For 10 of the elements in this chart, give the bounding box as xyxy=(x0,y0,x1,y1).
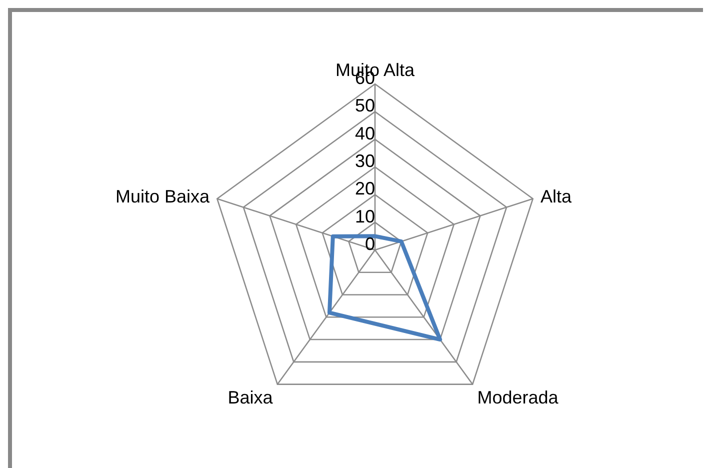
y-tick-label: 10 xyxy=(354,206,375,226)
y-tick-label: 40 xyxy=(354,123,375,144)
y-tick-label: 0 xyxy=(364,234,375,254)
y-tick-label: 30 xyxy=(354,151,375,171)
y-tick-label: 20 xyxy=(354,178,375,199)
y-tick-label: 50 xyxy=(354,96,375,116)
spoke-label: Muito Baixa xyxy=(115,186,210,207)
spoke-label: Moderada xyxy=(477,388,560,408)
spoke-label: Baixa xyxy=(228,388,274,408)
spoke-label: Alta xyxy=(540,186,572,207)
